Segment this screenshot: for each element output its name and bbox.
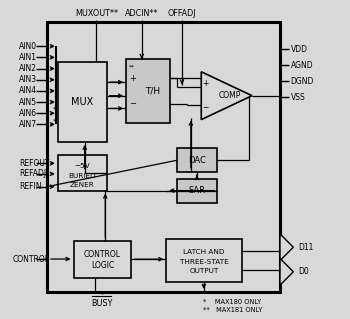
Text: OUTPUT: OUTPUT bbox=[189, 268, 218, 274]
Text: VSS: VSS bbox=[290, 93, 305, 102]
Bar bbox=[47, 22, 280, 292]
Text: CONTROL: CONTROL bbox=[84, 250, 121, 259]
Text: +: + bbox=[129, 74, 136, 83]
Polygon shape bbox=[201, 72, 252, 120]
Text: REFIN: REFIN bbox=[19, 182, 42, 191]
Text: T/H: T/H bbox=[146, 86, 161, 95]
Text: AIN4: AIN4 bbox=[19, 86, 37, 95]
Text: AIN1: AIN1 bbox=[19, 53, 37, 62]
Text: LOGIC: LOGIC bbox=[91, 261, 114, 270]
Bar bbox=[58, 155, 107, 191]
Text: MUX: MUX bbox=[71, 97, 93, 107]
Text: DAC: DAC bbox=[188, 156, 206, 165]
Bar bbox=[74, 241, 131, 278]
Text: **   MAX181 ONLY: ** MAX181 ONLY bbox=[203, 307, 262, 313]
Bar bbox=[177, 148, 217, 172]
Text: REFOUT: REFOUT bbox=[19, 159, 50, 168]
Text: LATCH AND: LATCH AND bbox=[183, 249, 225, 255]
Text: +: + bbox=[202, 79, 209, 88]
Text: **: ** bbox=[129, 64, 135, 69]
Text: AIN3: AIN3 bbox=[19, 75, 37, 84]
Text: ADCIN**: ADCIN** bbox=[125, 9, 159, 18]
Text: AGND: AGND bbox=[290, 61, 313, 70]
Text: OFFADJ: OFFADJ bbox=[168, 9, 196, 18]
Text: −: − bbox=[202, 103, 209, 112]
Text: THREE-STATE: THREE-STATE bbox=[180, 259, 228, 265]
Bar bbox=[58, 62, 107, 142]
Text: SAR: SAR bbox=[188, 186, 205, 195]
Text: D11: D11 bbox=[299, 243, 314, 252]
Text: AIN0: AIN0 bbox=[19, 42, 37, 51]
Bar bbox=[177, 179, 217, 203]
Polygon shape bbox=[280, 258, 293, 285]
Text: MUXOUT**: MUXOUT** bbox=[75, 9, 118, 18]
Text: BUSY: BUSY bbox=[91, 299, 112, 308]
Polygon shape bbox=[280, 234, 293, 261]
Text: DGND: DGND bbox=[290, 77, 314, 86]
Text: *: * bbox=[53, 118, 56, 123]
Text: COMP: COMP bbox=[219, 91, 241, 100]
Text: VDD: VDD bbox=[290, 45, 308, 54]
Text: *    MAX180 ONLY: * MAX180 ONLY bbox=[203, 299, 261, 305]
Text: AIN2: AIN2 bbox=[19, 64, 37, 73]
Text: AIN7: AIN7 bbox=[19, 120, 37, 129]
Bar bbox=[126, 59, 170, 123]
Text: −: − bbox=[129, 99, 136, 108]
Text: AIN5: AIN5 bbox=[19, 98, 37, 107]
Text: *: * bbox=[53, 107, 56, 112]
Text: D0: D0 bbox=[299, 267, 309, 276]
Text: CONTROL: CONTROL bbox=[12, 255, 49, 263]
Bar bbox=[166, 239, 242, 282]
Text: BURIED: BURIED bbox=[69, 173, 96, 179]
Text: ZENER: ZENER bbox=[70, 182, 94, 188]
Text: −5V: −5V bbox=[74, 163, 90, 169]
Text: REFADJ: REFADJ bbox=[19, 169, 46, 178]
Text: AIN6: AIN6 bbox=[19, 109, 37, 118]
